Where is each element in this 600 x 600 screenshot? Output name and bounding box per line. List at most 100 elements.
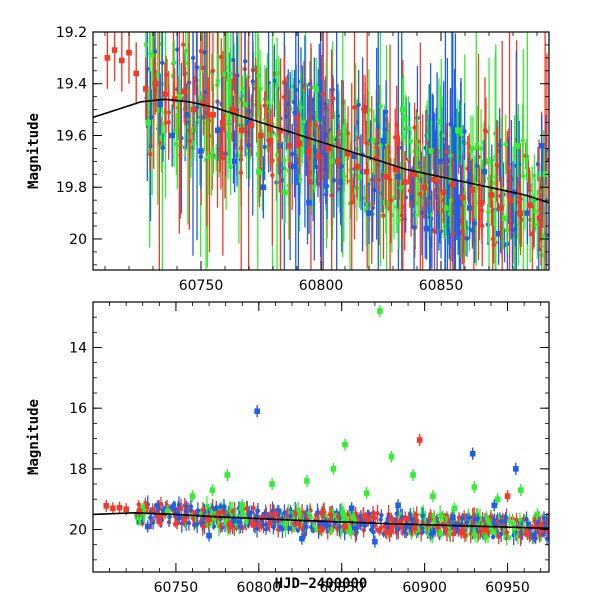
data-point [495, 230, 502, 237]
data-point [409, 194, 415, 201]
plot-frame [92, 301, 550, 573]
x-tick-label: 60750 [154, 580, 199, 596]
data-point [430, 529, 436, 536]
data-point [143, 86, 149, 92]
data-point [258, 132, 264, 139]
data-point [210, 111, 216, 118]
data-point [423, 225, 430, 232]
data-point [440, 189, 447, 196]
data-point [504, 493, 511, 499]
data-point [524, 210, 531, 216]
data-point [206, 532, 212, 539]
data-point [494, 496, 501, 502]
data-point [469, 187, 475, 193]
data-point [269, 481, 275, 487]
data-point [231, 158, 238, 165]
data-point [227, 523, 234, 530]
data-point [534, 511, 541, 518]
data-point [272, 511, 279, 518]
data-point [380, 137, 387, 144]
data-point [277, 127, 283, 134]
data-point [337, 179, 343, 185]
data-point [363, 490, 370, 496]
data-point [306, 148, 312, 154]
data-point [539, 143, 545, 149]
data-point [304, 478, 310, 484]
data-point [103, 503, 110, 509]
data-point [119, 57, 125, 64]
y-tick-label: 19.8 [56, 180, 87, 196]
data-point [354, 163, 360, 170]
data-point [486, 158, 492, 165]
data-point [399, 106, 406, 113]
data-point [428, 148, 435, 154]
data-point [356, 174, 363, 180]
data-point [183, 111, 190, 118]
data-point [248, 122, 255, 128]
x-tick-label: 60800 [237, 580, 282, 596]
data-point [251, 522, 257, 528]
data-point [299, 535, 305, 542]
data-point [126, 49, 132, 56]
data-point [209, 487, 216, 493]
data-point [282, 520, 289, 527]
x-axis-title: HJD−2400000 [275, 576, 368, 592]
data-point [479, 199, 485, 206]
data-point [395, 174, 401, 180]
data-point [123, 506, 129, 513]
data-point [156, 513, 163, 519]
data-point [291, 163, 298, 170]
plot-area [93, 305, 549, 548]
data-point [322, 520, 328, 527]
y-tick-label: 20 [69, 232, 87, 248]
data-point [116, 504, 123, 511]
y-tick-label: 20 [69, 523, 87, 539]
data-point [377, 308, 383, 314]
data-point [164, 508, 171, 515]
data-point [410, 472, 416, 478]
series-red [104, 32, 543, 250]
data-point [229, 106, 235, 113]
data-point [198, 148, 204, 154]
data-point [295, 520, 302, 527]
data-point [176, 514, 183, 521]
data-point [319, 526, 325, 533]
data-point [450, 181, 456, 188]
y-tick-label: 19.4 [56, 77, 87, 93]
data-point [169, 132, 175, 139]
data-point [421, 184, 427, 191]
data-point [325, 145, 331, 152]
panel-2: 60750 60800 60850 60900 60950 14 16 18 20 Magnitu… [26, 301, 550, 596]
data-point [443, 205, 449, 211]
data-point [215, 127, 221, 134]
series-red [103, 433, 544, 541]
data-point [255, 168, 262, 175]
data-point [171, 96, 178, 103]
data-point [282, 189, 288, 196]
data-point [342, 523, 348, 530]
data-point [335, 158, 341, 165]
data-point [342, 441, 348, 448]
data-point [513, 466, 519, 472]
data-point [144, 523, 151, 530]
data-point [515, 143, 521, 149]
data-point [327, 158, 334, 165]
data-point [402, 179, 408, 185]
x-tick-label: 60850 [419, 278, 464, 294]
data-point [383, 174, 389, 180]
data-point [411, 171, 418, 178]
y-tick-label: 18 [69, 462, 87, 478]
x-tick-label: 60900 [402, 580, 447, 596]
data-point [111, 47, 118, 53]
data-point [481, 168, 487, 175]
data-point [531, 532, 537, 539]
data-point [296, 140, 303, 147]
model-curve [93, 98, 549, 204]
data-point [373, 155, 379, 162]
data-point [507, 197, 514, 203]
data-point [488, 192, 495, 198]
data-point [344, 150, 351, 157]
data-point [372, 538, 378, 545]
data-point [536, 215, 543, 222]
data-point [430, 493, 436, 499]
